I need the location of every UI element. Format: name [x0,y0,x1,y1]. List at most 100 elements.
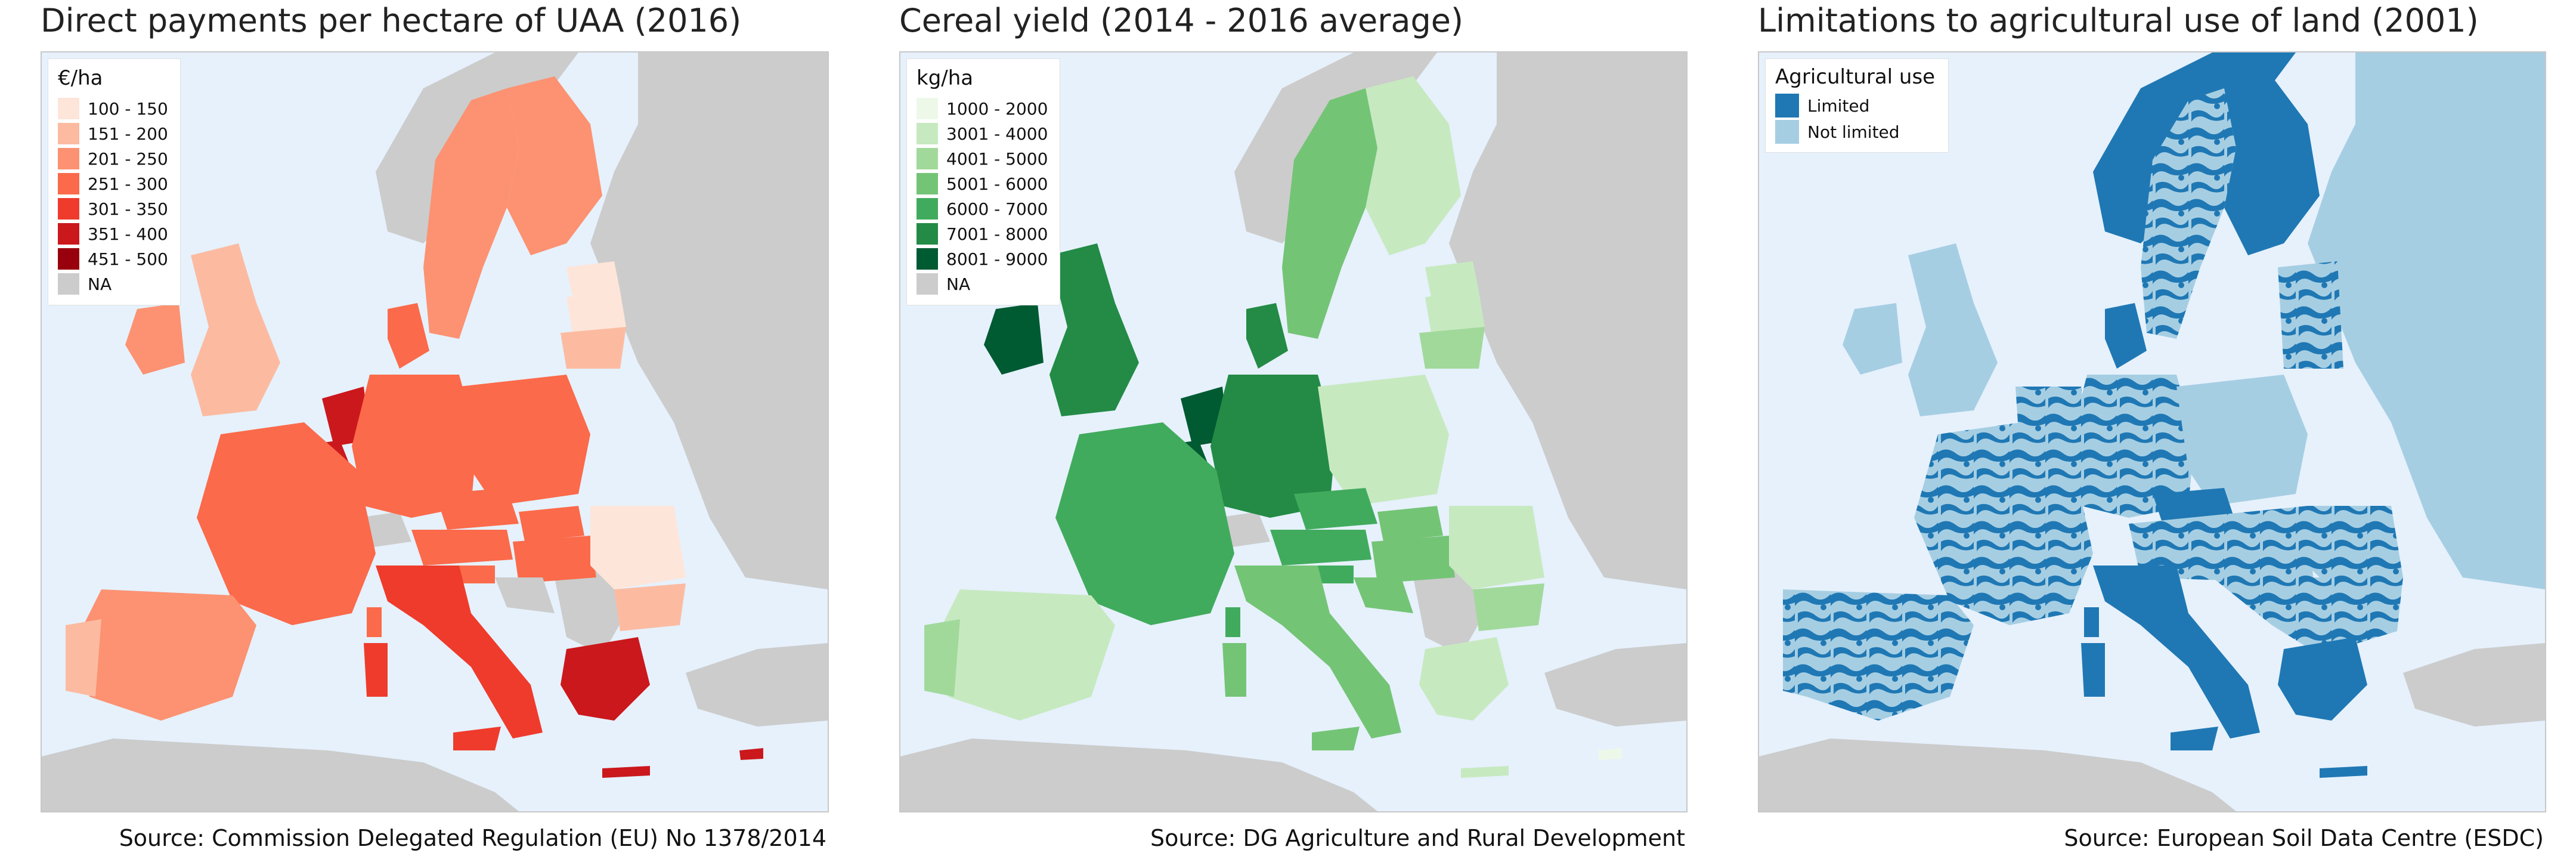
country-uk [1908,243,1998,416]
country-lithuania [561,327,626,369]
country-crete [602,766,650,778]
country-uk [1049,243,1139,416]
country-sicily [453,727,501,750]
country-croatia [495,577,555,613]
legend-label: NA [88,274,112,294]
map-area: kg/ha 1000 - 2000 3001 - 4000 4001 - 500… [899,51,1688,812]
country-france [1914,422,2093,625]
legend-label: Not limited [1807,122,1900,142]
legend-label: NA [946,274,971,294]
legend-item: 4001 - 5000 [917,146,1048,171]
land-turkey [1544,643,1686,727]
legend-swatch [917,173,938,194]
country-greece [561,637,650,721]
country-poland [1318,375,1449,506]
country-crete [2320,766,2367,778]
choropleth-map [900,52,1686,811]
legend-label: 7001 - 8000 [946,224,1048,244]
legend-item: 1000 - 2000 [917,96,1048,121]
country-estonia [1425,261,1479,297]
legend-swatch [917,148,938,169]
country-slovakia [519,506,584,542]
legend-label: 251 - 300 [88,174,168,194]
map-area: €/ha 100 - 150 151 - 200 201 - 250 251 -… [41,51,829,812]
country-ireland [125,303,185,375]
country-slovenia [1318,566,1354,583]
country-italy [1234,566,1401,739]
country-sweden [1282,88,1377,339]
country-sardinia [364,643,388,697]
country-portugal [66,619,101,697]
source-note: Source: DG Agriculture and Rural Develop… [1150,825,1685,851]
land-russia [2308,52,2545,589]
legend-item: 301 - 350 [58,196,168,221]
legend-label: 100 - 150 [88,98,168,119]
legend-label: 301 - 350 [88,199,168,219]
legend-item: Not limited [1775,119,1935,145]
country-denmark [388,303,429,369]
choropleth-map [42,52,828,811]
country-hungary [513,536,596,583]
legend-label: 6000 - 7000 [946,199,1048,219]
land-russia [1449,52,1686,589]
country-romania [590,506,686,589]
country-croatia [1354,577,1413,613]
country-estonia [566,261,620,297]
legend-swatch [58,123,79,144]
map-title: Cereal yield (2014 - 2016 average) [899,2,1464,39]
country-central-europe [2129,506,2314,583]
country-sardinia [1222,643,1246,697]
map-panel-cereal-yield: Cereal yield (2014 - 2016 average) [899,0,1692,859]
country-hungary [1371,536,1455,583]
country-cyprus [739,748,763,760]
legend-label: 151 - 200 [88,123,168,144]
country-slovenia [459,566,495,583]
legend-swatch [917,198,938,220]
country-finland [507,76,602,255]
country-germany [352,375,477,518]
land-north-africa [42,739,519,811]
country-ireland [984,303,1044,375]
legend-item: 7001 - 8000 [917,221,1048,246]
country-bulgaria [614,583,686,631]
legend-label: Limited [1807,95,1870,116]
legend-item: Limited [1775,92,1935,119]
country-bulgaria [1473,583,1544,631]
legend-swatch [58,98,79,119]
map-area: Agricultural use Limited Not limited [1758,51,2546,812]
country-sardinia [2081,643,2105,697]
legend-swatch [58,248,79,270]
legend-item: 201 - 250 [58,146,168,171]
legend-item: 151 - 200 [58,121,168,146]
legend-swatch [917,223,938,245]
legend-title: €/ha [58,66,103,90]
legend-label: 5001 - 6000 [946,174,1048,194]
legend-title: Agricultural use [1775,65,1936,89]
land-russia [590,52,828,589]
legend-swatch [917,123,938,144]
country-finland [2224,76,2320,255]
country-baltics [2278,261,2343,369]
country-corsica [1225,607,1240,637]
country-ireland [1843,303,1902,375]
land-turkey [2403,643,2545,727]
map-panel-direct-payments: Direct payments per hectare of UAA (2016… [41,0,834,859]
map-title: Direct payments per hectare of UAA (2016… [41,2,742,39]
land-balkans-non-eu [1413,566,1485,655]
map-legend: kg/ha 1000 - 2000 3001 - 4000 4001 - 500… [906,58,1061,305]
map-legend: €/ha 100 - 150 151 - 200 201 - 250 251 -… [48,58,181,305]
country-czechia [1294,488,1377,530]
country-austria [411,530,513,566]
map-title: Limitations to agricultural use of land … [1758,2,2479,39]
legend-item: 5001 - 6000 [917,171,1048,196]
source-note: Source: Commission Delegated Regulation … [119,825,826,851]
legend-label: 201 - 250 [88,149,168,169]
country-corsica [367,607,382,637]
legend-item: NA [58,271,168,296]
country-sweden [2141,88,2236,339]
country-latvia [1425,291,1485,333]
country-uk [191,243,280,416]
country-balkans [2212,577,2403,655]
land-north-africa [900,739,1377,811]
country-corsica [2084,607,2099,637]
